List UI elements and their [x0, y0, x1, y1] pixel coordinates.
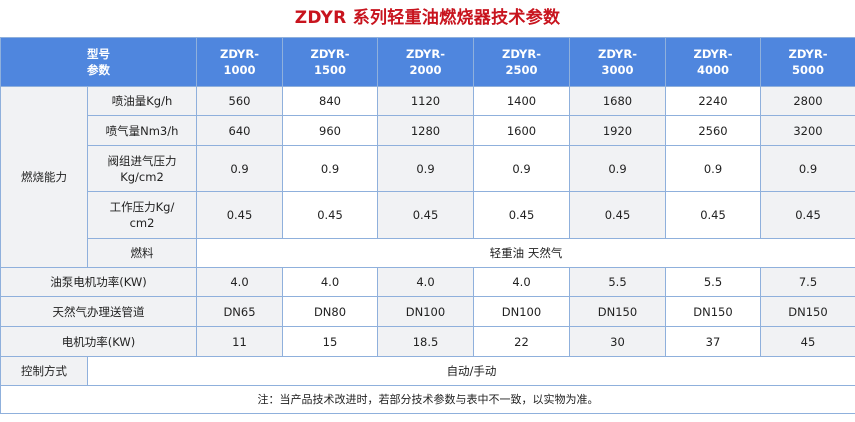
row-label: 阀组进气压力 Kg/cm2 [87, 145, 197, 192]
value-cell: DN100 [377, 296, 474, 327]
value-cell: 37 [665, 326, 761, 357]
value-cell: 4.0 [196, 267, 283, 297]
table-row: 油泵电机功率(KW) 4.0 4.0 4.0 4.0 5.5 5.5 7.5 [0, 267, 855, 297]
table-row: 喷气量Nm3/h 640 960 1280 1600 1920 2560 320… [1, 115, 855, 146]
value-cell: 0.45 [569, 191, 666, 239]
value-cell: DN150 [760, 296, 855, 327]
value-cell: 4.0 [282, 267, 378, 297]
model-header-cell: ZDYR- 2000 [377, 37, 474, 87]
model-header-cell: ZDYR- 3000 [569, 37, 666, 87]
value-cell: 560 [196, 86, 283, 116]
value-cell: 18.5 [377, 326, 474, 357]
value-cell: 960 [282, 115, 378, 146]
value-cell: 15 [282, 326, 378, 357]
value-cell: 7.5 [760, 267, 855, 297]
value-cell: 1400 [473, 86, 570, 116]
value-cell: 0.9 [196, 145, 283, 192]
value-cell: 0.45 [665, 191, 761, 239]
table-row: 天然气办理送管道 DN65 DN80 DN100 DN100 DN150 DN1… [0, 296, 855, 327]
row-label: 电机功率(KW) [0, 326, 197, 357]
note-row: 注：当产品技术改进时，若部分技术参数与表中不一致，以实物为准。 [0, 385, 855, 414]
fuel-value: 轻重油 天然气 [196, 238, 855, 268]
value-cell: 1600 [473, 115, 570, 146]
page-title: ZDYR 系列轻重油燃烧器技术参数 [294, 8, 561, 28]
row-label: 油泵电机功率(KW) [0, 267, 197, 297]
value-cell: 22 [473, 326, 570, 357]
table-row: 电机功率(KW) 11 15 18.5 22 30 37 45 [0, 326, 855, 357]
value-cell: 0.45 [760, 191, 855, 239]
value-cell: 840 [282, 86, 378, 116]
value-cell: 640 [196, 115, 283, 146]
table-row: 阀组进气压力 Kg/cm2 0.9 0.9 0.9 0.9 0.9 0.9 0.9 [1, 145, 855, 192]
value-cell: DN80 [282, 296, 378, 327]
spec-table: 型号 参数 ZDYR- 1000 ZDYR- 1500 ZDYR- 2000 ZDYR… [0, 37, 855, 414]
row-label: 天然气办理送管道 [0, 296, 197, 327]
value-cell: 4.0 [473, 267, 570, 297]
value-cell: 0.45 [282, 191, 378, 239]
value-cell: 0.9 [665, 145, 761, 192]
value-cell: 0.45 [196, 191, 283, 239]
value-cell: 0.9 [569, 145, 666, 192]
value-cell: 5.5 [665, 267, 761, 297]
value-cell: 0.45 [377, 191, 474, 239]
fuel-label: 燃料 [87, 238, 197, 268]
value-cell: 0.9 [282, 145, 378, 192]
row-label: 喷油量Kg/h [87, 86, 197, 116]
footnote: 注：当产品技术改进时，若部分技术参数与表中不一致，以实物为准。 [0, 385, 855, 414]
value-cell: 2240 [665, 86, 761, 116]
table-row: 工作压力Kg/cm2 0.45 0.45 0.45 0.45 0.45 0.45… [1, 191, 855, 239]
header-row: 型号 参数 ZDYR- 1000 ZDYR- 1500 ZDYR- 2000 ZDYR… [0, 37, 855, 87]
model-header-cell: ZDYR- 2500 [473, 37, 570, 87]
value-cell: 1680 [569, 86, 666, 116]
model-header-cell: ZDYR- 5000 [760, 37, 855, 87]
value-cell: DN100 [473, 296, 570, 327]
value-cell: 3200 [760, 115, 855, 146]
control-label: 控制方式 [0, 356, 88, 386]
table-row: 燃料 轻重油 天然气 [1, 238, 855, 268]
value-cell: 0.9 [760, 145, 855, 192]
group-label-cell: 燃烧能力 [0, 86, 88, 268]
model-header-cell: ZDYR- 1000 [196, 37, 283, 87]
model-header-cell: ZDYR- 4000 [665, 37, 761, 87]
value-cell: 45 [760, 326, 855, 357]
value-cell: 5.5 [569, 267, 666, 297]
model-header-cell: ZDYR- 1500 [282, 37, 378, 87]
row-label: 喷气量Nm3/h [87, 115, 197, 146]
table-row: 控制方式 自动/手动 [0, 356, 855, 386]
value-cell: DN65 [196, 296, 283, 327]
model-label: 型号 [87, 47, 110, 61]
value-cell: 0.9 [473, 145, 570, 192]
control-value: 自动/手动 [87, 356, 855, 386]
value-cell: 30 [569, 326, 666, 357]
value-cell: 4.0 [377, 267, 474, 297]
value-cell: 11 [196, 326, 283, 357]
value-cell: 0.9 [377, 145, 474, 192]
value-cell: 1280 [377, 115, 474, 146]
value-cell: 0.45 [473, 191, 570, 239]
value-cell: 1920 [569, 115, 666, 146]
value-cell: 1120 [377, 86, 474, 116]
param-label: 参数 [87, 63, 110, 77]
value-cell: 2800 [760, 86, 855, 116]
value-cell: DN150 [569, 296, 666, 327]
value-cell: 2560 [665, 115, 761, 146]
row-label: 工作压力Kg/cm2 [87, 191, 197, 239]
header-corner-cell: 型号 参数 [0, 37, 197, 87]
table-row: 燃烧能力 喷油量Kg/h 560 840 1120 1400 1680 2240… [0, 86, 855, 268]
value-cell: DN150 [665, 296, 761, 327]
